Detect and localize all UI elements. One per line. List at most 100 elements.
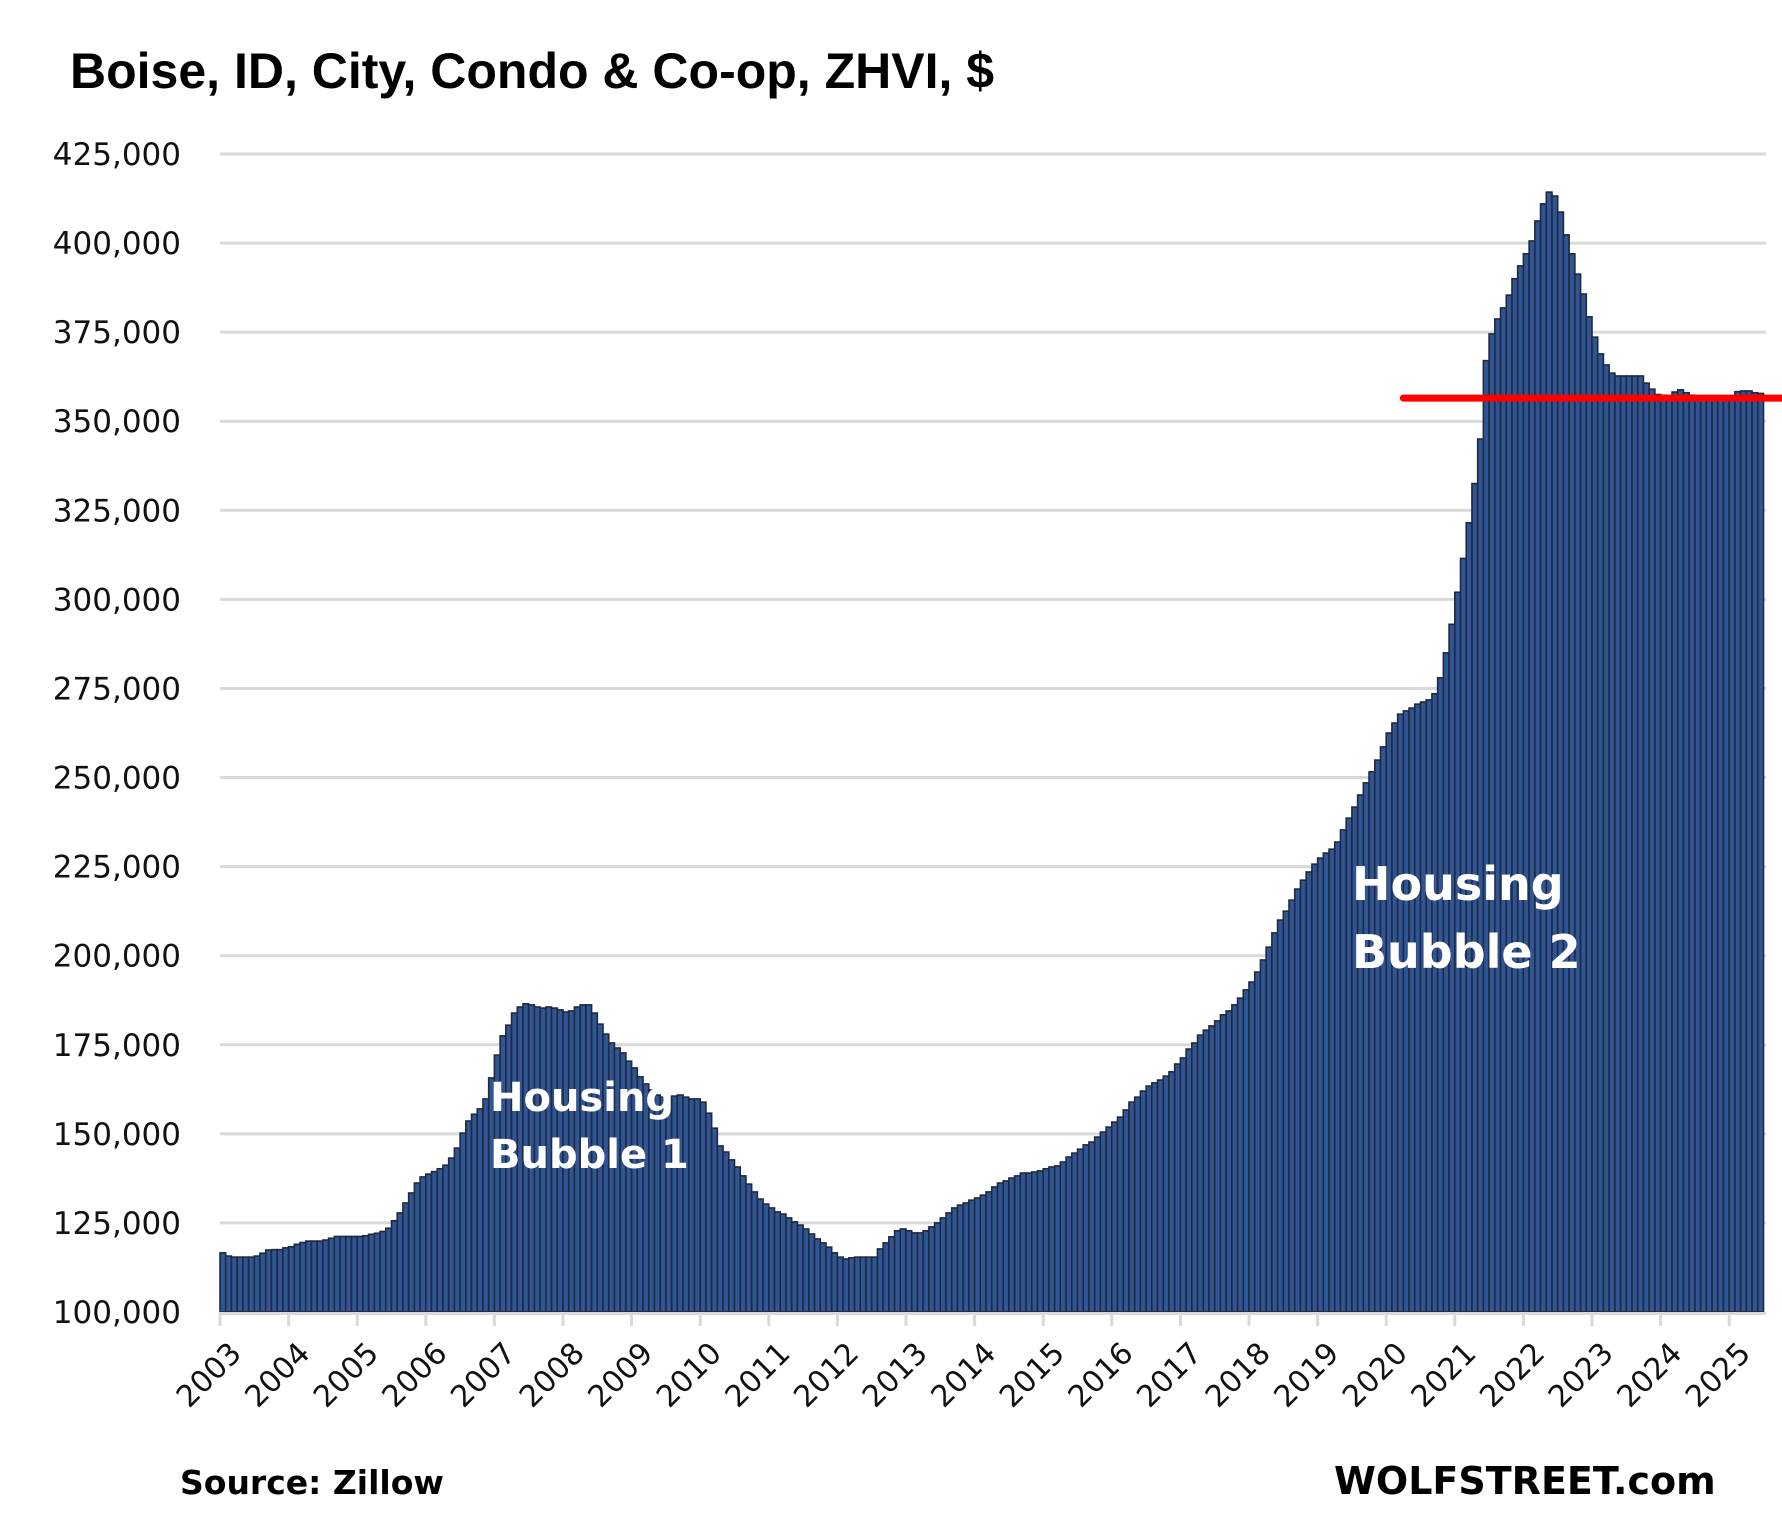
bar (1065, 1156, 1073, 1313)
bar (996, 1182, 1004, 1313)
bar (950, 1207, 959, 1313)
bar (933, 1222, 942, 1313)
bar (1654, 393, 1662, 1313)
bar (1322, 852, 1330, 1313)
bar (1242, 989, 1250, 1313)
bar (1293, 888, 1302, 1313)
bar (1379, 746, 1387, 1313)
x-tick-label: 2006 (376, 1336, 455, 1415)
bar (985, 1191, 993, 1313)
annotation-bubble-2-line-1: Housing (1352, 857, 1564, 911)
bar (1722, 395, 1730, 1313)
credit-label: WOLFSTREET.com (1334, 1459, 1716, 1503)
bar (910, 1232, 919, 1313)
bar (1088, 1141, 1096, 1313)
bar (379, 1230, 387, 1313)
bar (270, 1248, 278, 1313)
bar (1179, 1057, 1187, 1313)
bar (1619, 375, 1628, 1313)
bar (716, 1145, 724, 1313)
bar (1168, 1071, 1176, 1313)
y-tick-label: 125,000 (53, 1206, 181, 1242)
bar (1156, 1079, 1165, 1313)
bar (1585, 316, 1593, 1313)
bar (1528, 240, 1536, 1313)
bar (1751, 391, 1759, 1313)
x-tick-label: 2013 (856, 1336, 935, 1415)
bar (1494, 318, 1502, 1313)
bar (282, 1247, 290, 1313)
bar (945, 1212, 953, 1313)
bar (1482, 359, 1490, 1313)
bar (899, 1228, 907, 1313)
bar (1579, 293, 1588, 1313)
bar (344, 1235, 353, 1313)
bar (1265, 946, 1273, 1313)
bar (1139, 1090, 1147, 1313)
bar (785, 1217, 793, 1313)
bar (465, 1120, 473, 1313)
bar (1231, 1004, 1239, 1313)
bar (1391, 722, 1399, 1313)
bar (882, 1242, 890, 1313)
bar (888, 1236, 896, 1313)
bar (1259, 959, 1267, 1313)
annotation-bubble-2-line-2: Bubble 2 (1352, 925, 1581, 979)
bar (1671, 391, 1679, 1313)
bar (1305, 871, 1313, 1313)
y-tick-label: 250,000 (53, 761, 181, 797)
bar (1036, 1170, 1044, 1313)
bar (442, 1164, 450, 1313)
bar (1162, 1075, 1170, 1313)
bar (470, 1113, 479, 1313)
bar (819, 1242, 827, 1313)
bar (396, 1212, 404, 1313)
bar (287, 1246, 296, 1313)
bar (687, 1098, 696, 1313)
bar (242, 1256, 250, 1313)
bar (276, 1248, 284, 1313)
bar (1568, 252, 1576, 1313)
source-label: Source: Zillow (180, 1463, 444, 1502)
bar (356, 1235, 364, 1313)
bar (1499, 307, 1508, 1313)
bar (447, 1157, 456, 1313)
bar (430, 1170, 439, 1313)
bar (1271, 932, 1279, 1313)
y-tick-label: 425,000 (53, 137, 181, 173)
bar (1282, 910, 1290, 1313)
bar (676, 1094, 684, 1313)
bar (1699, 395, 1708, 1313)
annotation-bubble-1-line-2: Bubble 1 (490, 1132, 689, 1178)
x-tick-label: 2022 (1473, 1336, 1552, 1415)
bar (1602, 364, 1610, 1313)
bar (1551, 195, 1559, 1313)
bar (367, 1233, 376, 1313)
bar (1373, 759, 1382, 1313)
bar (1431, 693, 1439, 1313)
bar (699, 1101, 707, 1313)
bar (259, 1252, 267, 1313)
bar (1213, 1020, 1222, 1313)
bar (1236, 997, 1245, 1313)
bar (710, 1127, 719, 1313)
bar (293, 1243, 301, 1313)
bar (304, 1240, 313, 1313)
bar (1368, 771, 1376, 1313)
bar (905, 1229, 913, 1313)
bar (705, 1112, 713, 1313)
x-tick-label: 2012 (787, 1336, 866, 1415)
bar (796, 1224, 804, 1313)
bar (1133, 1096, 1142, 1313)
bar (413, 1182, 421, 1313)
bar (1516, 265, 1525, 1313)
bar (219, 1252, 227, 1313)
bars (219, 191, 1765, 1313)
bar (339, 1235, 347, 1313)
bar (424, 1173, 433, 1313)
bar (1596, 353, 1605, 1313)
x-tick-label: 2017 (1130, 1336, 1209, 1415)
bar (1545, 191, 1553, 1313)
bar (733, 1166, 742, 1313)
